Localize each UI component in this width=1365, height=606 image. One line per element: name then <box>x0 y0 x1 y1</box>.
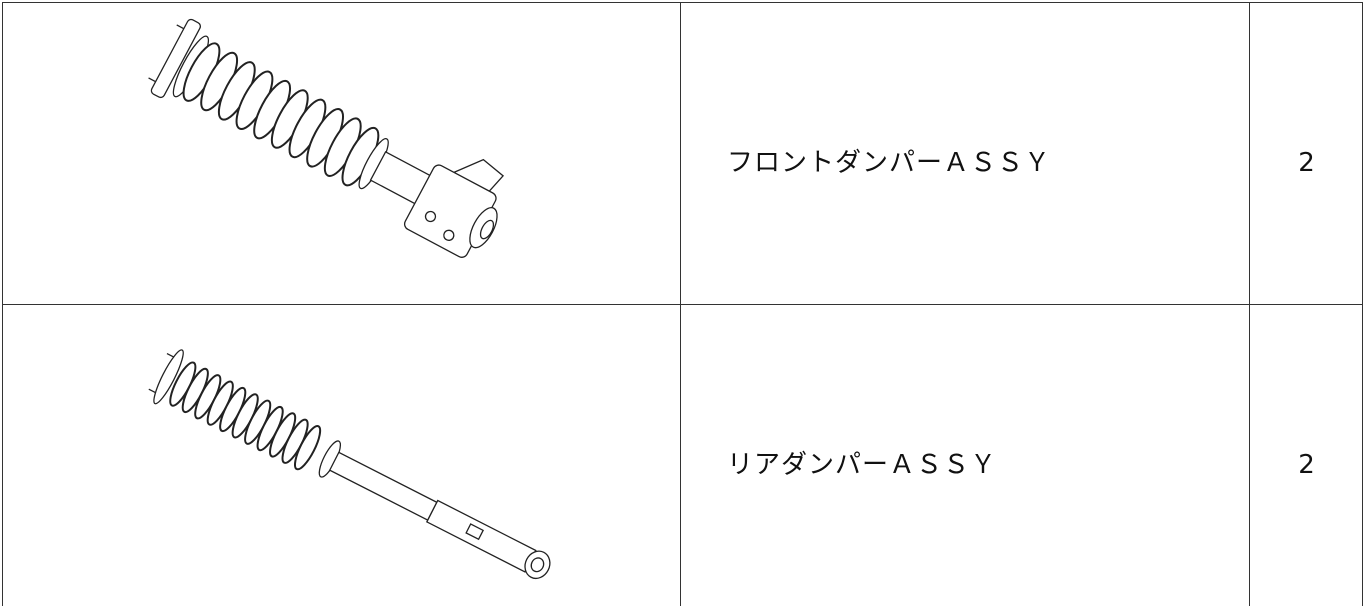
part-name: リアダンパーＡＳＳＹ <box>727 450 998 480</box>
stud <box>148 77 156 83</box>
mount-plate <box>153 349 184 405</box>
end-cap <box>479 219 495 240</box>
front-damper-image <box>148 18 505 258</box>
part-quantity: 2 <box>1298 148 1315 178</box>
stud <box>166 352 175 358</box>
eye <box>530 557 545 573</box>
coil <box>294 425 322 471</box>
part-quantity: 2 <box>1298 450 1315 480</box>
stud <box>176 24 185 30</box>
stud <box>148 388 157 394</box>
column-divider <box>680 2 681 606</box>
column-divider <box>1249 2 1250 606</box>
tube <box>328 451 438 521</box>
rear-damper-image <box>148 349 551 580</box>
mount-plate <box>150 18 202 99</box>
row-divider <box>2 304 1363 305</box>
table-border <box>2 2 1363 3</box>
tube <box>425 499 537 573</box>
hole <box>424 210 437 223</box>
part-illustrations <box>148 18 551 580</box>
table-border <box>2 2 3 606</box>
hole <box>443 229 455 241</box>
bracket <box>453 158 505 192</box>
part-name: フロントダンパーＡＳＳＹ <box>727 148 1052 178</box>
label <box>465 523 485 541</box>
table-border <box>1362 2 1363 606</box>
